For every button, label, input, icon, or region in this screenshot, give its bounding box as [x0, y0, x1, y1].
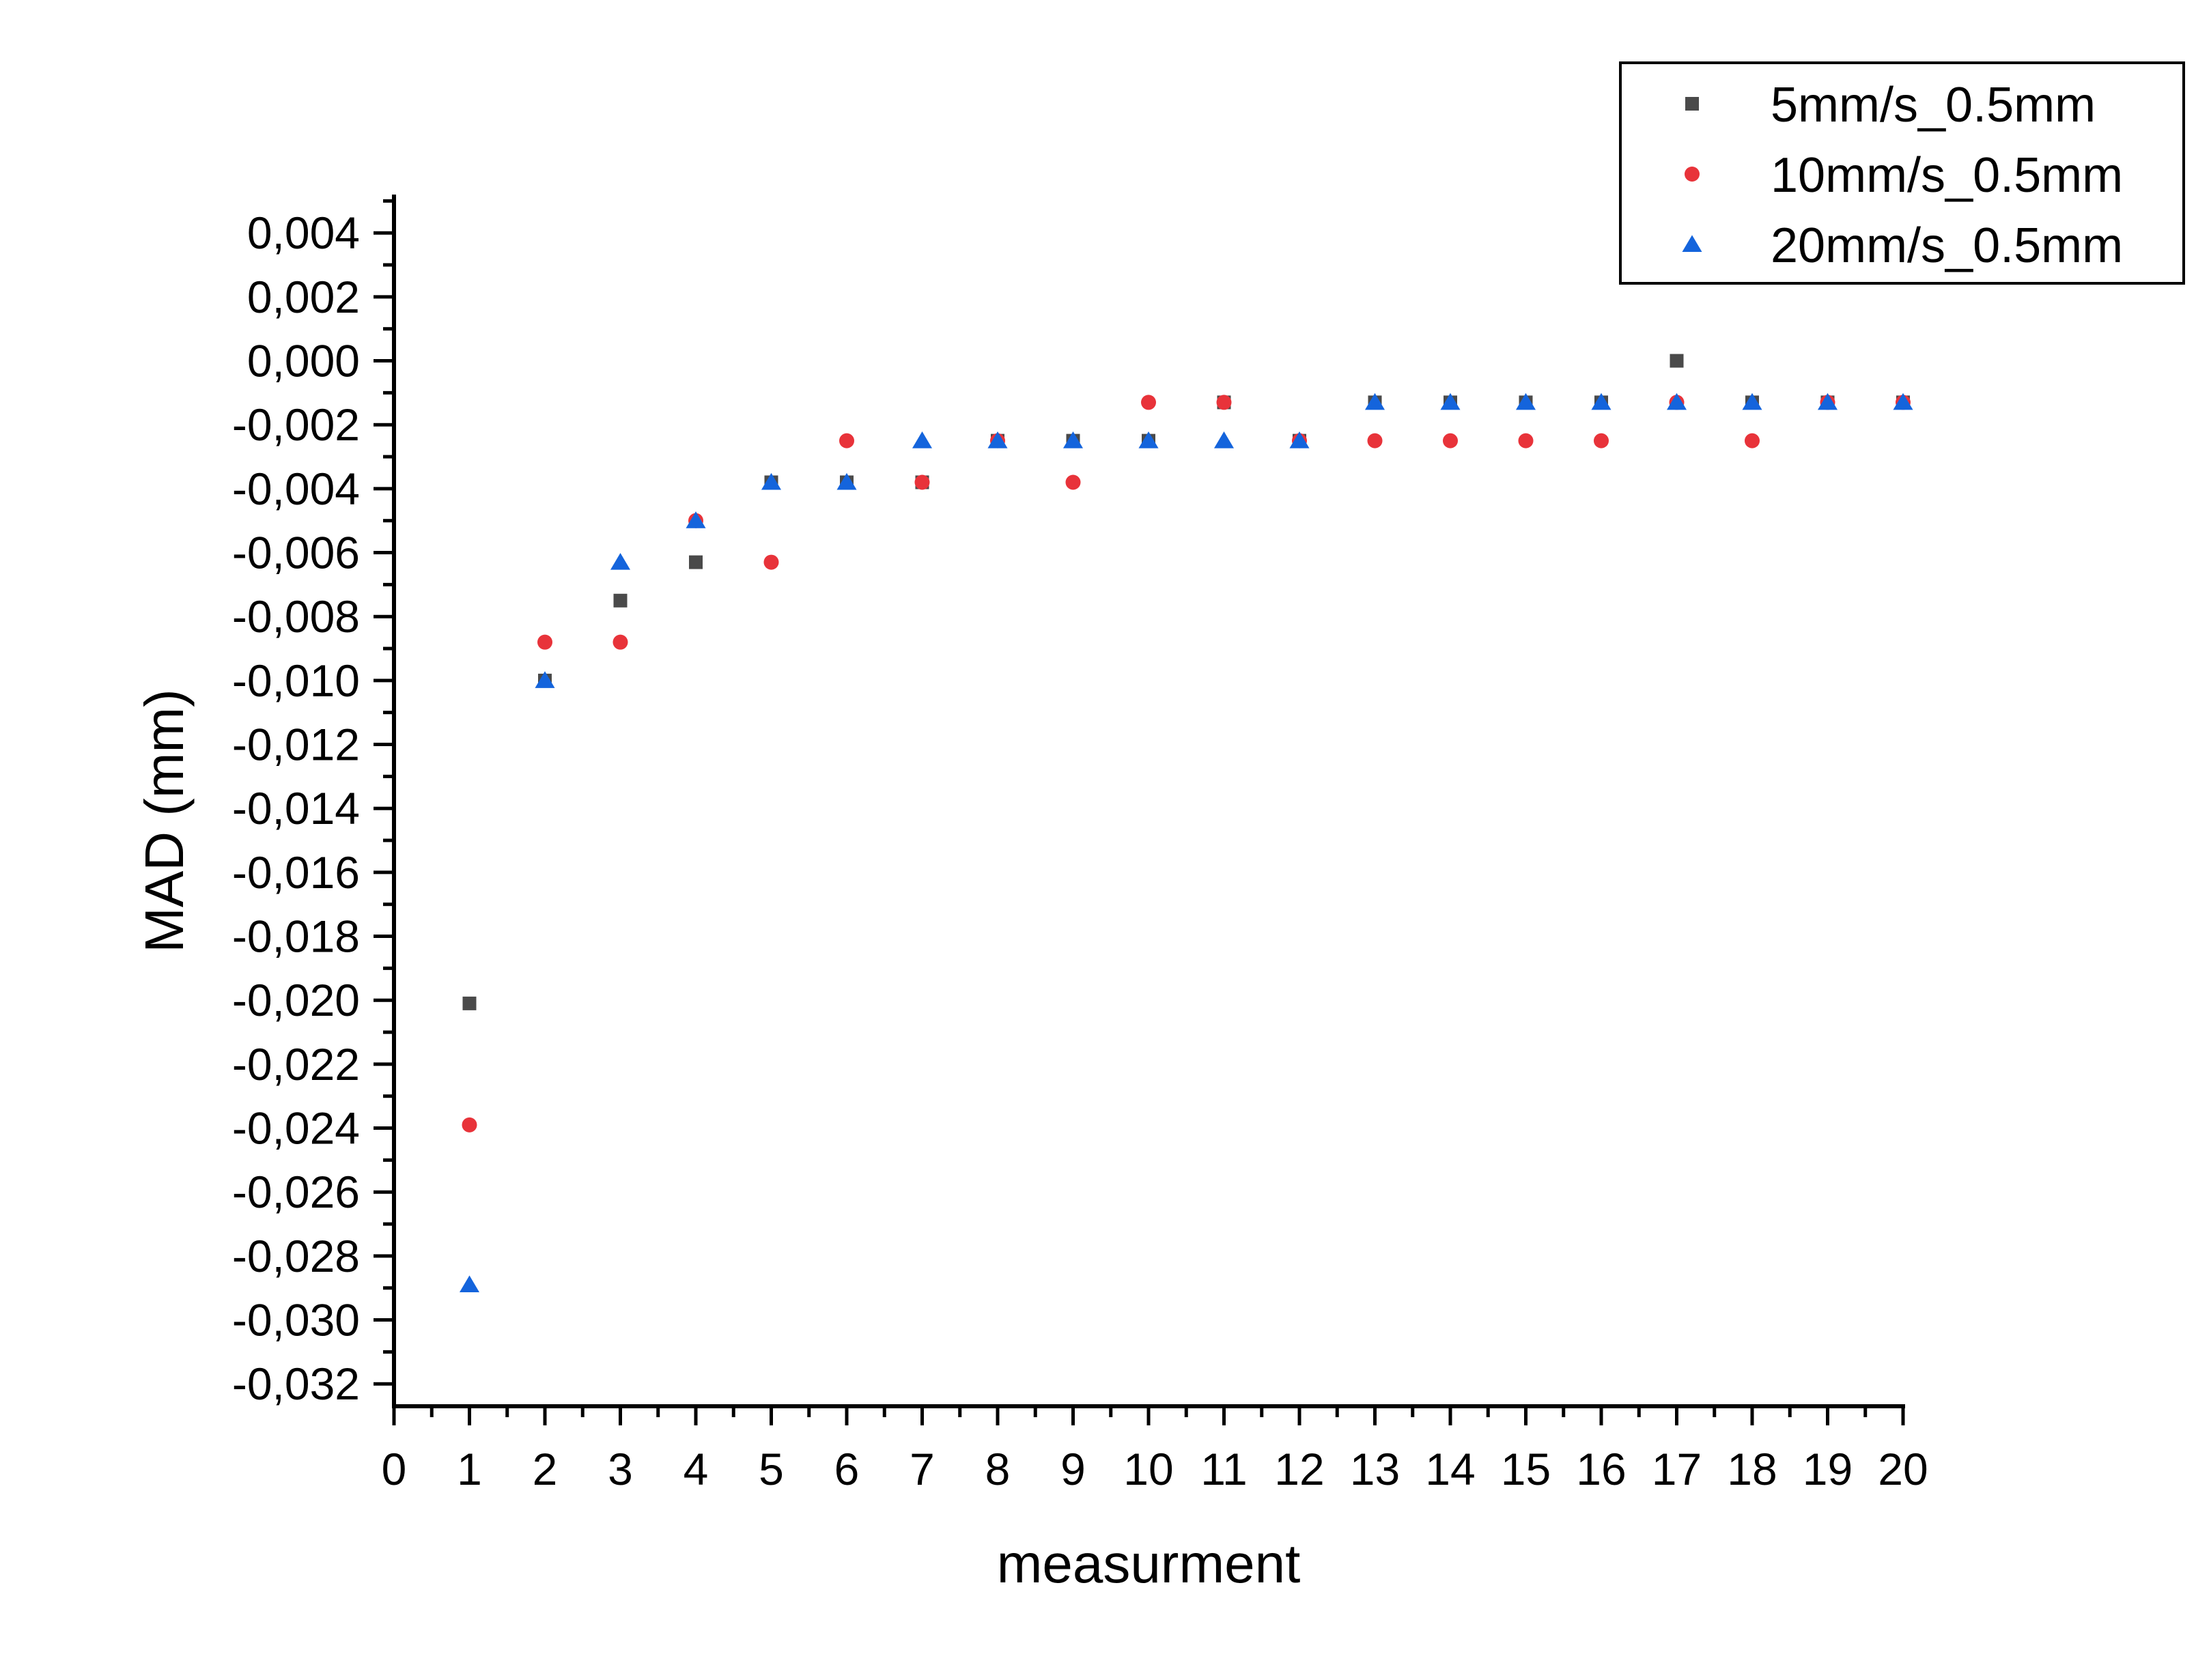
y-tick-label: -0,004 [232, 464, 360, 514]
x-tick-label: 18 [1727, 1444, 1777, 1494]
legend-marker-square [1685, 97, 1699, 111]
data-point-circle [839, 433, 854, 449]
x-axis-title: measurment [997, 1533, 1301, 1594]
x-tick-label: 11 [1200, 1444, 1248, 1494]
data-point-triangle [1591, 393, 1611, 410]
data-point-triangle [987, 431, 1008, 449]
data-point-triangle [1742, 393, 1762, 410]
y-tick-label: -0,012 [232, 720, 360, 770]
x-tick-label: 17 [1652, 1444, 1702, 1494]
x-tick-label: 1 [457, 1444, 482, 1494]
data-point-triangle [535, 671, 555, 688]
y-tick-label: -0,016 [232, 847, 360, 898]
legend-marker-triangle [1682, 235, 1702, 252]
data-point-square [689, 555, 703, 569]
series-triangle [459, 393, 1913, 1293]
data-point-square [613, 593, 628, 608]
data-point-circle [763, 554, 779, 570]
x-tick-label: 20 [1878, 1444, 1928, 1494]
legend-label: 5mm/s_0.5mm [1771, 78, 2096, 132]
x-tick-label: 9 [1060, 1444, 1086, 1494]
data-point-triangle [686, 511, 706, 528]
axes: 0 1 2 3 4 5 6 7 8 9 10 11 12 13 14 15 16 17 18 19 20 0,0040,… [232, 195, 1928, 1494]
legend-label: 10mm/s_0.5mm [1771, 148, 2123, 203]
data-point-circle [1518, 433, 1534, 449]
x-tick-label: 7 [910, 1444, 935, 1494]
legend-label: 20mm/s_0.5mm [1771, 218, 2123, 273]
legend-item: 20mm/s_0.5mm [1682, 218, 2123, 273]
data-point-triangle [1515, 393, 1536, 410]
legend-item: 5mm/s_0.5mm [1685, 78, 2096, 132]
series-square [462, 354, 1910, 1010]
data-point-circle [462, 1117, 477, 1133]
y-tick-label: -0,026 [232, 1167, 360, 1217]
legend-marker-circle [1685, 167, 1700, 182]
y-tick-label: -0,008 [232, 591, 360, 642]
x-tick-label: 10 [1123, 1444, 1173, 1494]
x-tick-label: 19 [1803, 1444, 1853, 1494]
y-axis-ticks: 0,004 0,002 0,000 -0,002 -0,004 -0,006 -0,008 -… [232, 199, 394, 1409]
y-tick-label: -0,010 [232, 655, 360, 706]
x-tick-label: 4 [684, 1444, 709, 1494]
data-point-triangle [1062, 431, 1084, 449]
data-point-triangle [1364, 393, 1385, 410]
x-tick-label: 5 [759, 1444, 784, 1494]
data-point-triangle [761, 472, 782, 490]
data-point-triangle [1289, 431, 1310, 449]
y-tick-label: -0,006 [232, 528, 360, 578]
y-tick-label: 0,002 [247, 272, 360, 322]
y-tick-label: -0,002 [232, 399, 360, 450]
data-point-circle [1745, 433, 1760, 449]
y-tick-label: -0,024 [232, 1103, 360, 1154]
x-tick-label: 13 [1350, 1444, 1400, 1494]
data-point-circle [1367, 433, 1383, 449]
x-tick-label: 15 [1501, 1444, 1551, 1494]
plot-area [459, 354, 1913, 1293]
y-tick-label: -0,022 [232, 1039, 360, 1090]
data-point-triangle [836, 472, 857, 490]
data-point-triangle [1138, 431, 1159, 449]
data-point-triangle [1893, 393, 1913, 410]
data-point-circle [1141, 395, 1156, 410]
legend-item: 10mm/s_0.5mm [1685, 148, 2123, 203]
data-point-triangle [1213, 431, 1235, 449]
data-point-triangle [459, 1275, 480, 1293]
x-tick-label: 2 [533, 1444, 558, 1494]
data-point-square [1670, 354, 1684, 368]
data-point-circle [1065, 474, 1081, 490]
y-tick-label: -0,020 [232, 975, 360, 1025]
legend: 5mm/s_0.5mm 10mm/s_0.5mm 20mm/s_0.5mm [1619, 61, 2185, 285]
x-tick-label: 16 [1576, 1444, 1626, 1494]
x-tick-label: 12 [1274, 1444, 1324, 1494]
x-tick-label: 0 [382, 1444, 407, 1494]
data-point-circle [537, 634, 552, 650]
y-tick-label: 0,000 [247, 336, 360, 386]
y-tick-label: -0,018 [232, 911, 360, 962]
data-point-triangle [610, 552, 631, 570]
x-tick-label: 6 [834, 1444, 860, 1494]
y-tick-label: -0,032 [232, 1358, 360, 1409]
y-axis-title: MAD (mm) [134, 689, 195, 953]
data-point-square [462, 996, 477, 1010]
data-point-circle [914, 474, 930, 490]
data-point-circle [1443, 433, 1458, 449]
data-point-triangle [1666, 393, 1687, 410]
data-point-triangle [912, 431, 933, 449]
series-circle [462, 395, 1911, 1133]
legend-box [1619, 61, 2185, 285]
data-point-triangle [1440, 393, 1461, 410]
data-point-circle [1216, 395, 1232, 410]
data-point-circle [613, 634, 628, 650]
data-point-circle [1594, 433, 1609, 449]
y-tick-label: 0,004 [247, 208, 360, 258]
y-tick-label: -0,030 [232, 1295, 360, 1346]
x-tick-label: 3 [608, 1444, 633, 1494]
x-axis-ticks: 0 1 2 3 4 5 6 7 8 9 10 11 12 13 14 15 16 17 18 19 20 [382, 1406, 1928, 1494]
x-tick-label: 8 [985, 1444, 1011, 1494]
y-tick-label: -0,014 [232, 783, 360, 834]
y-tick-label: -0,028 [232, 1231, 360, 1281]
x-tick-label: 14 [1425, 1444, 1475, 1494]
data-point-triangle [1817, 393, 1838, 410]
